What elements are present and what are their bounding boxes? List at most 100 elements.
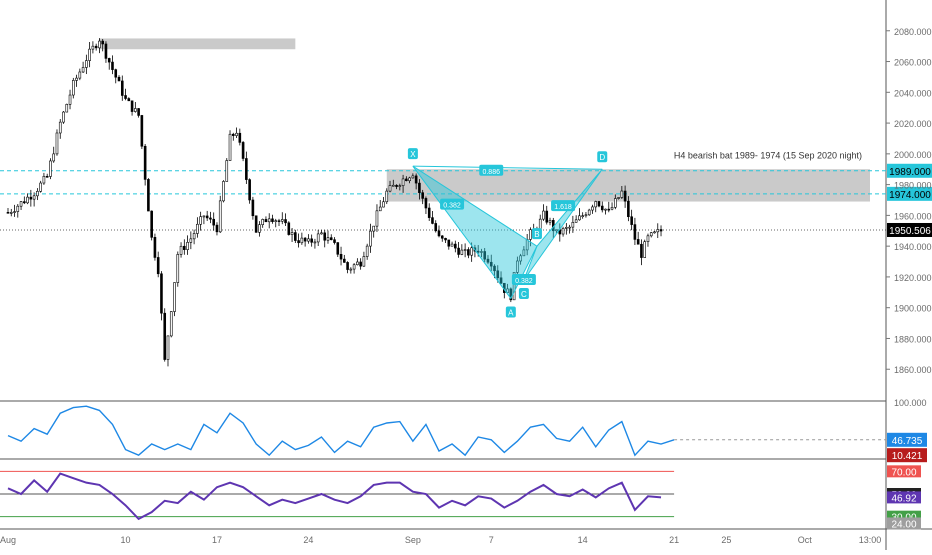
pattern-point-label: C [521, 290, 527, 299]
candle-body [32, 195, 36, 200]
candle-body [62, 111, 65, 123]
candle-body [591, 206, 594, 211]
candle-body [241, 142, 245, 159]
candle-body [623, 190, 627, 202]
osc-label-bg [887, 465, 921, 478]
candle-body [16, 205, 20, 212]
candle-body [212, 218, 216, 226]
y-tick-label: 1900.000 [894, 304, 932, 314]
candle-body [578, 215, 581, 221]
osc-label-bg [887, 491, 921, 504]
candle-body [284, 219, 287, 224]
candle-body [313, 241, 317, 244]
rsi-y-tick-label: 100.000 [894, 398, 927, 408]
candle-body [101, 40, 104, 45]
y-tick-label: 1880.000 [894, 334, 932, 344]
candle-body [209, 217, 212, 220]
candle-body [444, 237, 447, 241]
candle-body [310, 238, 313, 243]
candle-body [127, 98, 131, 102]
candle-body [169, 311, 173, 337]
candle-body [424, 198, 428, 209]
candle-body [333, 239, 336, 243]
candle-body [120, 80, 124, 96]
candle-body [339, 253, 343, 260]
candle-body [329, 237, 333, 241]
candle-body [326, 237, 330, 241]
candle-body [522, 249, 526, 257]
candle-body [58, 121, 62, 134]
candle-body [307, 238, 310, 242]
candle-body [509, 288, 513, 301]
rsi-label: 46.735 [892, 436, 923, 447]
pattern-ratio-bg [511, 274, 536, 285]
candle-body [414, 175, 418, 184]
candle-body [450, 243, 454, 247]
candle-body [659, 229, 663, 232]
candle-body [646, 235, 650, 242]
candle-body [571, 222, 575, 228]
candle-body [343, 258, 346, 263]
candle-body [457, 247, 460, 255]
candle-body [336, 242, 340, 255]
candle-body [398, 185, 402, 187]
candle-body [117, 76, 121, 82]
candle-body [656, 229, 660, 233]
candle-body [183, 245, 186, 250]
candle-body [13, 211, 16, 213]
candle-body [235, 132, 238, 136]
candle-body [9, 212, 13, 214]
x-tick-label: Aug [0, 535, 16, 545]
level-label: 1989.000 [889, 167, 931, 178]
x-tick-label: Oct [798, 535, 813, 545]
candle-body [362, 256, 366, 267]
candle-body [81, 67, 85, 73]
pattern-xd [412, 165, 603, 170]
candle-body [189, 238, 193, 243]
y-tick-label: 1960.000 [894, 211, 932, 221]
candle-body [499, 277, 503, 284]
candle-body [294, 232, 297, 241]
level-label: 1974.000 [889, 190, 931, 201]
osc-label-bg [887, 510, 921, 523]
candle-body [287, 222, 291, 235]
candle-body [584, 214, 588, 217]
rsi-label-bg [887, 432, 927, 447]
candle-body [369, 230, 372, 247]
candle-body [52, 153, 56, 162]
candle-body [320, 232, 323, 235]
pattern-ratio-bg [479, 164, 504, 176]
pattern-point-label: X [410, 150, 416, 159]
candle-body [411, 175, 415, 179]
candle-body [323, 232, 327, 241]
x-tick-label: 24 [303, 535, 313, 545]
y-tick-label: 2040.000 [894, 88, 932, 98]
candle-body [486, 258, 490, 263]
candle-body [78, 71, 82, 79]
candle-body [460, 249, 464, 255]
x-tick-label: 25 [721, 535, 731, 545]
y-tick-label: 1920.000 [894, 273, 932, 283]
candle-body [199, 216, 202, 225]
candle-body [176, 254, 180, 283]
resistance-zone-top [99, 38, 296, 50]
candle-body [587, 209, 591, 216]
candle-body [493, 265, 496, 272]
candle-body [385, 190, 389, 203]
level-label-bg [887, 186, 932, 201]
pattern-point-bg [518, 288, 529, 299]
candle-body [225, 160, 229, 182]
candle-body [160, 273, 163, 314]
candle-body [45, 175, 49, 178]
candle-body [238, 132, 242, 143]
candle-body [633, 224, 637, 240]
candle-body [153, 237, 157, 258]
y-tick-label: 1860.000 [894, 365, 932, 375]
candle-body [264, 219, 268, 223]
pattern-point-bg [531, 228, 542, 240]
candle-body [378, 206, 382, 212]
candle-body [280, 219, 284, 222]
osc-line [7, 472, 662, 521]
